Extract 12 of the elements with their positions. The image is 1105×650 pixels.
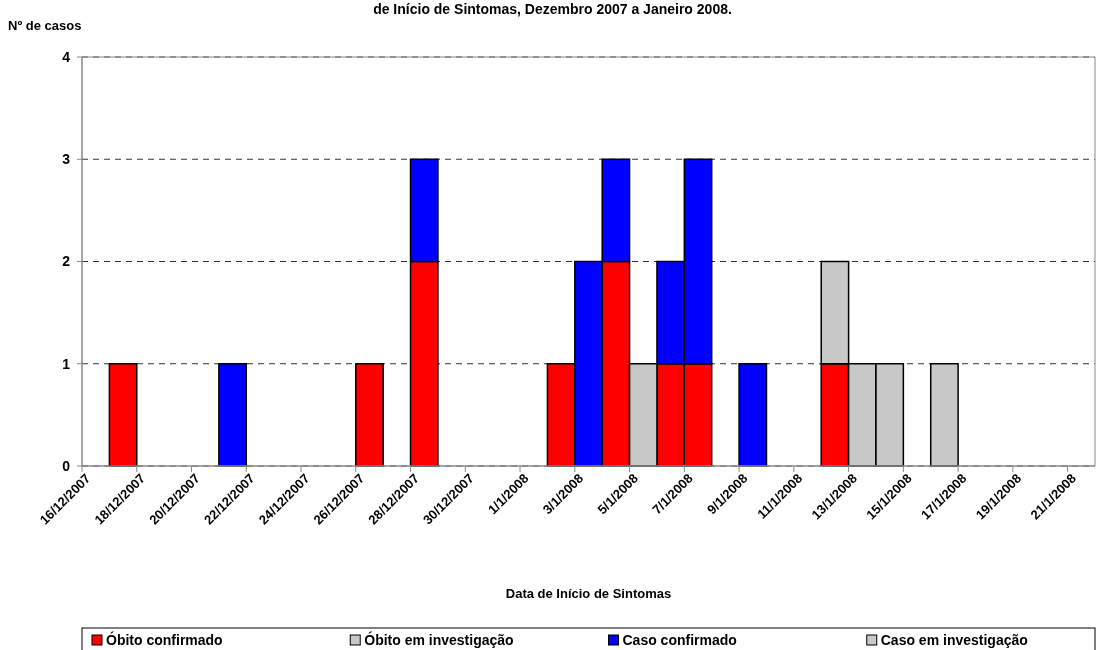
y-tick-label: 2 — [62, 253, 71, 270]
y-tick-label: 4 — [62, 48, 71, 65]
y-tick-label: 3 — [62, 151, 71, 168]
legend-label: Caso em investigação — [880, 631, 1028, 648]
y-axis-title: Nº de casos — [8, 18, 82, 33]
legend-label: Óbito em investigação — [364, 630, 514, 648]
legend-label: Óbito confirmado — [106, 630, 223, 648]
x-axis-title: Data de Início de Sintomas — [505, 586, 672, 601]
chart-title: de Início de Sintomas, Dezembro 2007 a Janeiro 2008. — [373, 1, 732, 17]
legend-label: Caso confirmado — [622, 631, 737, 648]
y-tick-label: 1 — [62, 355, 71, 372]
y-tick-label: 0 — [62, 457, 71, 474]
